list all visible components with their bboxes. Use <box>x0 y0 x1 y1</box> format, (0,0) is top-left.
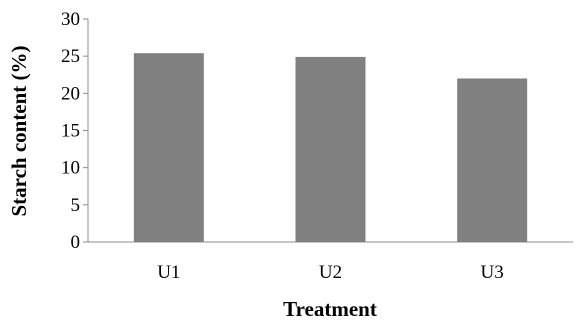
x-axis: U1 U2 U3 <box>88 241 573 283</box>
y-tick-label: 15 <box>61 121 80 142</box>
bar-u3 <box>457 78 528 242</box>
y-axis-title: Starch content (%) <box>7 45 31 216</box>
y-tick-label: 20 <box>61 83 80 104</box>
x-tick-label-u2: U2 <box>319 262 342 283</box>
bar-u2 <box>295 56 366 242</box>
y-tick-label: 25 <box>61 46 80 67</box>
y-tick-label: 10 <box>61 158 80 179</box>
y-tick-label: 30 <box>61 9 80 30</box>
y-tick-label: 0 <box>71 232 81 253</box>
x-tick-label-u3: U3 <box>481 262 504 283</box>
y-axis: 0 5 10 15 20 25 30 <box>61 9 89 253</box>
bars <box>133 53 528 243</box>
x-tick-label-u1: U1 <box>157 262 180 283</box>
x-axis-title: Treatment <box>283 297 377 321</box>
bar-u1 <box>133 53 204 243</box>
y-tick-label: 5 <box>71 195 81 216</box>
